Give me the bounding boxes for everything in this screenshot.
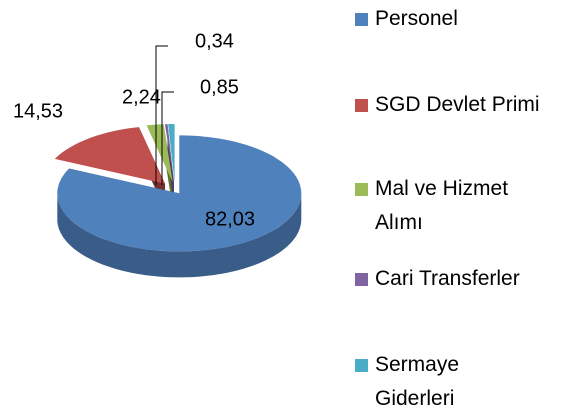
legend-item: SGD Devlet Primi: [355, 88, 579, 122]
slice: [54, 127, 165, 184]
data-label: 2,24: [122, 86, 161, 108]
tops: [54, 124, 302, 252]
legend-label: Cari Transferler: [375, 267, 520, 290]
legend-swatch: [355, 359, 368, 372]
legend-swatch: [355, 273, 368, 286]
legend-swatch: [355, 99, 368, 112]
data-label: 0,34: [195, 30, 234, 52]
slice: [164, 124, 174, 182]
legend-item: Sermaye Giderleri: [355, 348, 505, 416]
legend-swatch: [355, 183, 368, 196]
legend-label: Personel: [375, 7, 458, 30]
data-label: 82,03: [205, 208, 255, 230]
legend-item: Cari Transferler: [355, 262, 579, 296]
data-label: 14,53: [13, 100, 63, 122]
pie-area: 82,03 14,53 2,24 0,34 0,85: [13, 30, 302, 278]
legend-item: Mal ve Hizmet Alımı: [355, 172, 535, 240]
leader-line: [161, 91, 174, 185]
data-label: 0,85: [200, 76, 239, 98]
leader-line: [155, 45, 168, 185]
legend-label: Sermaye Giderleri: [375, 353, 460, 410]
legend-label: SGD Devlet Primi: [375, 93, 540, 116]
slice-side: [57, 193, 302, 278]
slice: [57, 135, 302, 252]
legend-label: Mal ve Hizmet Alımı: [375, 177, 509, 234]
slice: [146, 124, 173, 183]
slice: [168, 124, 175, 182]
legend-item: Personel: [355, 2, 575, 36]
legend-swatch: [355, 13, 368, 26]
